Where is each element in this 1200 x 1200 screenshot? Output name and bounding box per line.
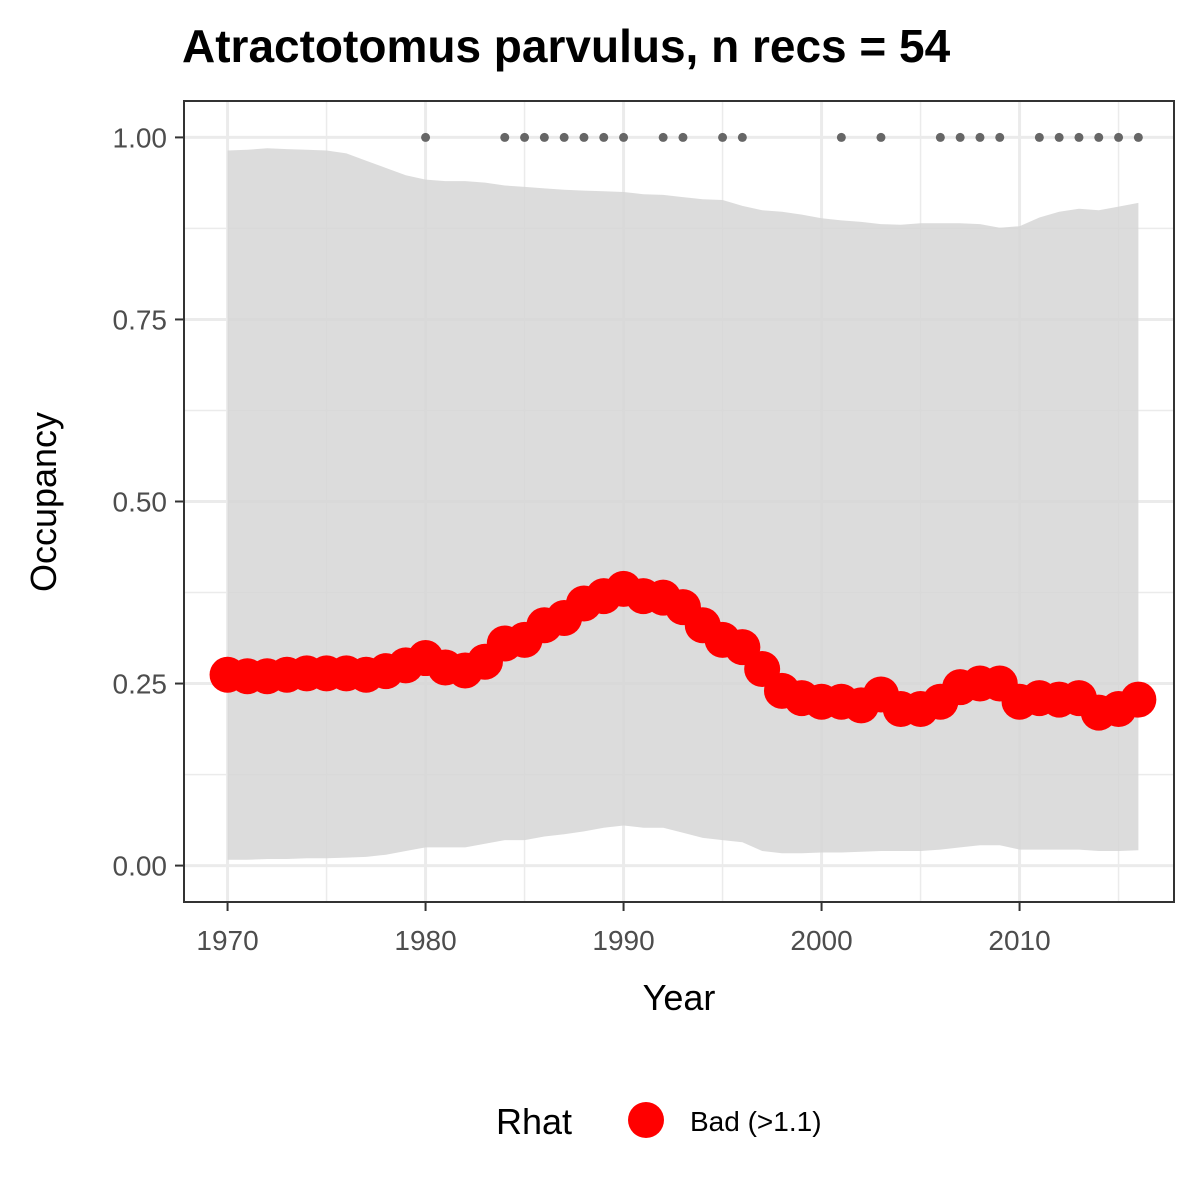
chart-title: Atractotomus parvulus, n recs = 54 bbox=[182, 20, 951, 72]
record-points bbox=[421, 132, 1143, 142]
record-point bbox=[1114, 132, 1124, 142]
record-point bbox=[658, 132, 668, 142]
x-tick-label: 1980 bbox=[394, 925, 456, 956]
x-tick-label: 1990 bbox=[592, 925, 654, 956]
record-point bbox=[619, 132, 629, 142]
y-tick-label: 1.00 bbox=[113, 122, 168, 153]
record-point bbox=[935, 132, 945, 142]
record-point bbox=[1054, 132, 1064, 142]
axes: 0.00 0.25 0.50 0.75 1.00 1970 1980 1990 2000 2010 bbox=[113, 122, 1051, 956]
confidence-ribbon bbox=[227, 148, 1139, 860]
y-tick-label: 0.75 bbox=[113, 304, 168, 335]
ribbon-area bbox=[227, 148, 1139, 860]
x-tick-label: 2000 bbox=[790, 925, 852, 956]
record-point bbox=[955, 132, 965, 142]
record-point bbox=[579, 132, 589, 142]
y-tick-label: 0.00 bbox=[113, 851, 168, 882]
record-point bbox=[500, 132, 510, 142]
y-tick-label: 0.50 bbox=[113, 487, 168, 518]
record-point bbox=[559, 132, 569, 142]
record-point bbox=[1094, 132, 1104, 142]
record-point bbox=[737, 132, 747, 142]
record-point bbox=[678, 132, 688, 142]
record-point bbox=[836, 132, 846, 142]
record-point bbox=[975, 132, 985, 142]
y-tick-label: 0.25 bbox=[113, 669, 168, 700]
x-axis-title: Year bbox=[643, 977, 716, 1018]
y-axis-title: Occupancy bbox=[23, 412, 64, 592]
occupancy-point bbox=[1120, 681, 1157, 718]
record-point bbox=[599, 132, 609, 142]
record-point bbox=[876, 132, 886, 142]
record-point bbox=[421, 132, 431, 142]
x-tick-label: 2010 bbox=[988, 925, 1050, 956]
legend: Rhat Bad (>1.1) bbox=[496, 1101, 822, 1142]
legend-label: Bad (>1.1) bbox=[690, 1106, 822, 1137]
record-point bbox=[1034, 132, 1044, 142]
record-point bbox=[1133, 132, 1143, 142]
record-point bbox=[718, 132, 728, 142]
legend-title: Rhat bbox=[496, 1101, 572, 1142]
occupancy-series bbox=[209, 570, 1157, 731]
record-point bbox=[1074, 132, 1084, 142]
record-point bbox=[995, 132, 1005, 142]
record-point bbox=[520, 132, 530, 142]
x-tick-label: 1970 bbox=[196, 925, 258, 956]
legend-key-marker bbox=[628, 1102, 664, 1138]
record-point bbox=[539, 132, 549, 142]
